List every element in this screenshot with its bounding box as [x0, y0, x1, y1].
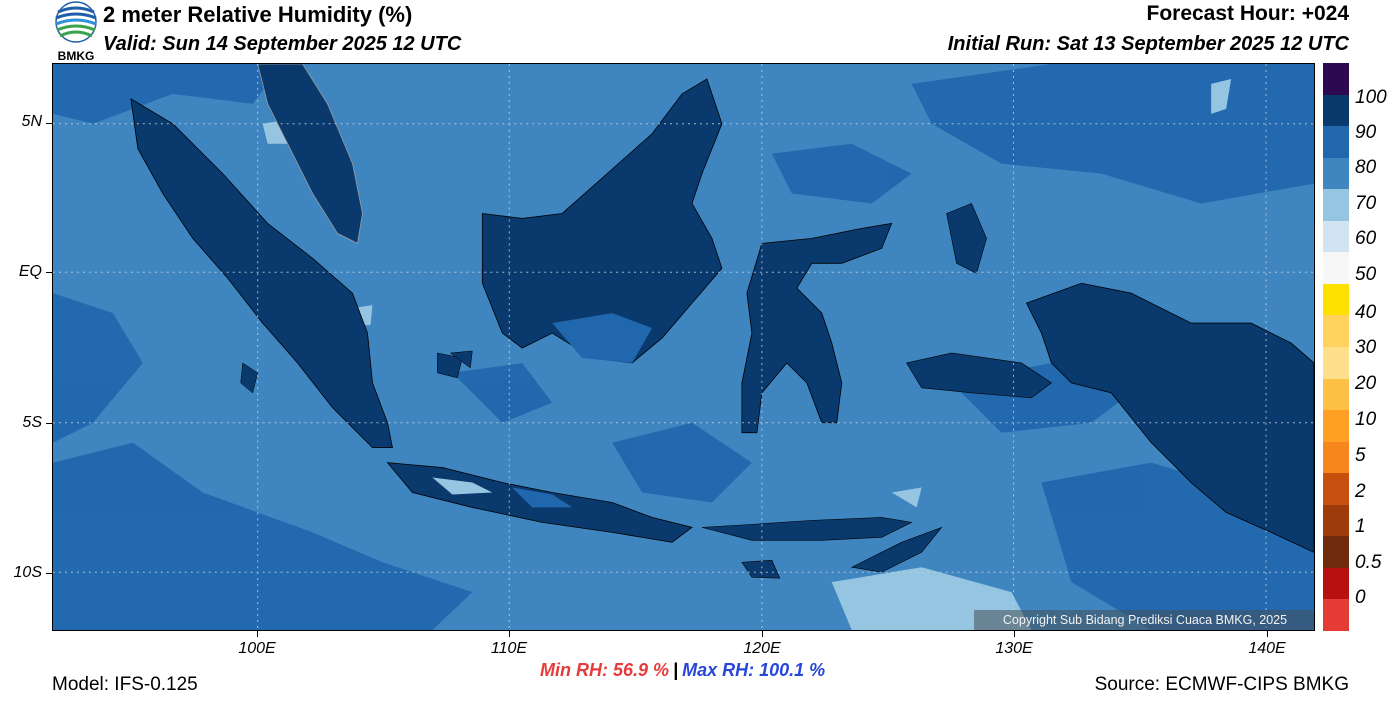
colorbar-segment [1323, 189, 1349, 222]
papua [1025, 282, 1314, 553]
lat-tick [46, 423, 52, 424]
colorbar-label: 0 [1355, 587, 1366, 608]
lon-tick [1267, 631, 1268, 637]
lon-label-130e: 130E [995, 640, 1033, 657]
logo-text: BMKG [58, 49, 95, 62]
colorbar-segment [1323, 473, 1349, 506]
valid-time: Valid: Sun 14 September 2025 12 UTC [103, 33, 462, 55]
borneo [481, 78, 723, 364]
colorbar-label: 20 [1355, 373, 1377, 394]
colorbar-label: 30 [1355, 337, 1377, 358]
bmkg-logo-icon: BMKG [50, 0, 102, 63]
colorbar [1323, 63, 1349, 632]
lon-label-140e: 140E [1248, 640, 1286, 657]
colorbar-label: 90 [1355, 122, 1377, 143]
lesser-sunda [701, 517, 913, 541]
lat-tick [46, 573, 52, 574]
map-canvas [53, 64, 1314, 630]
colorbar-segment [1323, 63, 1349, 96]
copyright-notice: Copyright Sub Bidang Prediksi Cuaca BMKG… [974, 610, 1314, 630]
lat-tick [46, 272, 52, 273]
lat-label-10s: 10S [13, 564, 42, 581]
colorbar-label: 60 [1355, 228, 1377, 249]
min-rh: Min RH: 56.9 % [540, 660, 670, 680]
lat-label-5s: 5S [22, 414, 42, 431]
lon-tick [509, 631, 510, 637]
colorbar-segment [1323, 504, 1349, 537]
lon-tick [257, 631, 258, 637]
colorbar-label: 0.5 [1355, 552, 1382, 573]
model-label: Model: IFS-0.125 [52, 674, 198, 695]
lat-label-eq: EQ [18, 263, 42, 280]
colorbar-label: 70 [1355, 193, 1377, 214]
colorbar-segment [1323, 315, 1349, 348]
colorbar-segment [1323, 126, 1349, 159]
lon-label-110e: 110E [490, 640, 528, 657]
colorbar-segment [1323, 567, 1349, 600]
sulawesi [741, 222, 893, 434]
sumatra [130, 98, 393, 449]
lon-tick [762, 631, 763, 637]
colorbar-label: 50 [1355, 264, 1377, 285]
rh-range: Min RH: 56.9 % | Max RH: 100.1 % [540, 660, 825, 681]
colorbar-segment [1323, 94, 1349, 127]
colorbar-label: 5 [1355, 445, 1366, 466]
malay-peninsula [257, 64, 363, 244]
lon-tick [1014, 631, 1015, 637]
lon-label-120e: 120E [743, 640, 781, 657]
lat-label-5n: 5N [21, 113, 42, 130]
rh-separator: | [673, 660, 679, 680]
lon-label-100e: 100E [238, 640, 276, 657]
colorbar-segment [1323, 599, 1349, 632]
lat-tick [46, 123, 52, 124]
colorbar-segment [1323, 536, 1349, 569]
colorbar-segment [1323, 410, 1349, 443]
initial-run: Initial Run: Sat 13 September 2025 12 UT… [947, 33, 1349, 55]
colorbar-segment [1323, 441, 1349, 474]
colorbar-segment [1323, 252, 1349, 285]
colorbar-label: 100 [1355, 87, 1387, 108]
colorbar-segment [1323, 157, 1349, 190]
colorbar-segment [1323, 283, 1349, 316]
colorbar-segment [1323, 347, 1349, 380]
colorbar-label: 2 [1355, 481, 1366, 502]
colorbar-label: 80 [1355, 157, 1377, 178]
grid-lines [53, 64, 1314, 630]
source-label: Source: ECMWF-CIPS BMKG [1094, 674, 1349, 695]
forecast-hour: Forecast Hour: +024 [1146, 2, 1350, 25]
colorbar-label: 1 [1355, 516, 1366, 537]
colorbar-label: 40 [1355, 302, 1377, 323]
humidity-map[interactable]: Copyright Sub Bidang Prediksi Cuaca BMKG… [52, 63, 1315, 631]
colorbar-label: 10 [1355, 409, 1377, 430]
max-rh: Max RH: 100.1 % [682, 660, 826, 680]
colorbar-segment [1323, 378, 1349, 411]
map-title: 2 meter Relative Humidity (%) [103, 2, 413, 27]
colorbar-segment [1323, 220, 1349, 253]
